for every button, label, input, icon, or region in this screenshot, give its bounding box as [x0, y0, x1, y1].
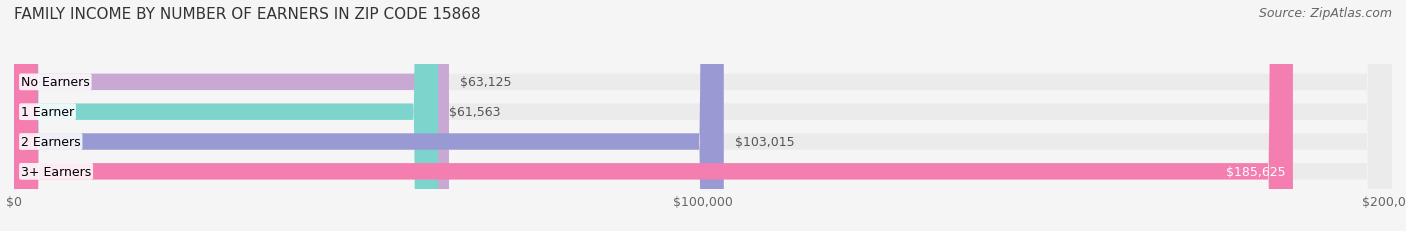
Text: $185,625: $185,625: [1226, 165, 1286, 178]
Text: No Earners: No Earners: [21, 76, 90, 89]
FancyBboxPatch shape: [14, 0, 1392, 231]
Text: $61,563: $61,563: [449, 106, 501, 119]
Text: 2 Earners: 2 Earners: [21, 135, 80, 148]
Text: FAMILY INCOME BY NUMBER OF EARNERS IN ZIP CODE 15868: FAMILY INCOME BY NUMBER OF EARNERS IN ZI…: [14, 7, 481, 22]
FancyBboxPatch shape: [14, 0, 724, 231]
FancyBboxPatch shape: [14, 0, 449, 231]
FancyBboxPatch shape: [14, 0, 439, 231]
FancyBboxPatch shape: [14, 0, 1294, 231]
FancyBboxPatch shape: [14, 0, 1392, 231]
Text: 1 Earner: 1 Earner: [21, 106, 75, 119]
FancyBboxPatch shape: [14, 0, 1392, 231]
FancyBboxPatch shape: [14, 0, 1392, 231]
Text: $63,125: $63,125: [460, 76, 512, 89]
Text: Source: ZipAtlas.com: Source: ZipAtlas.com: [1258, 7, 1392, 20]
Text: $103,015: $103,015: [735, 135, 794, 148]
Text: 3+ Earners: 3+ Earners: [21, 165, 91, 178]
